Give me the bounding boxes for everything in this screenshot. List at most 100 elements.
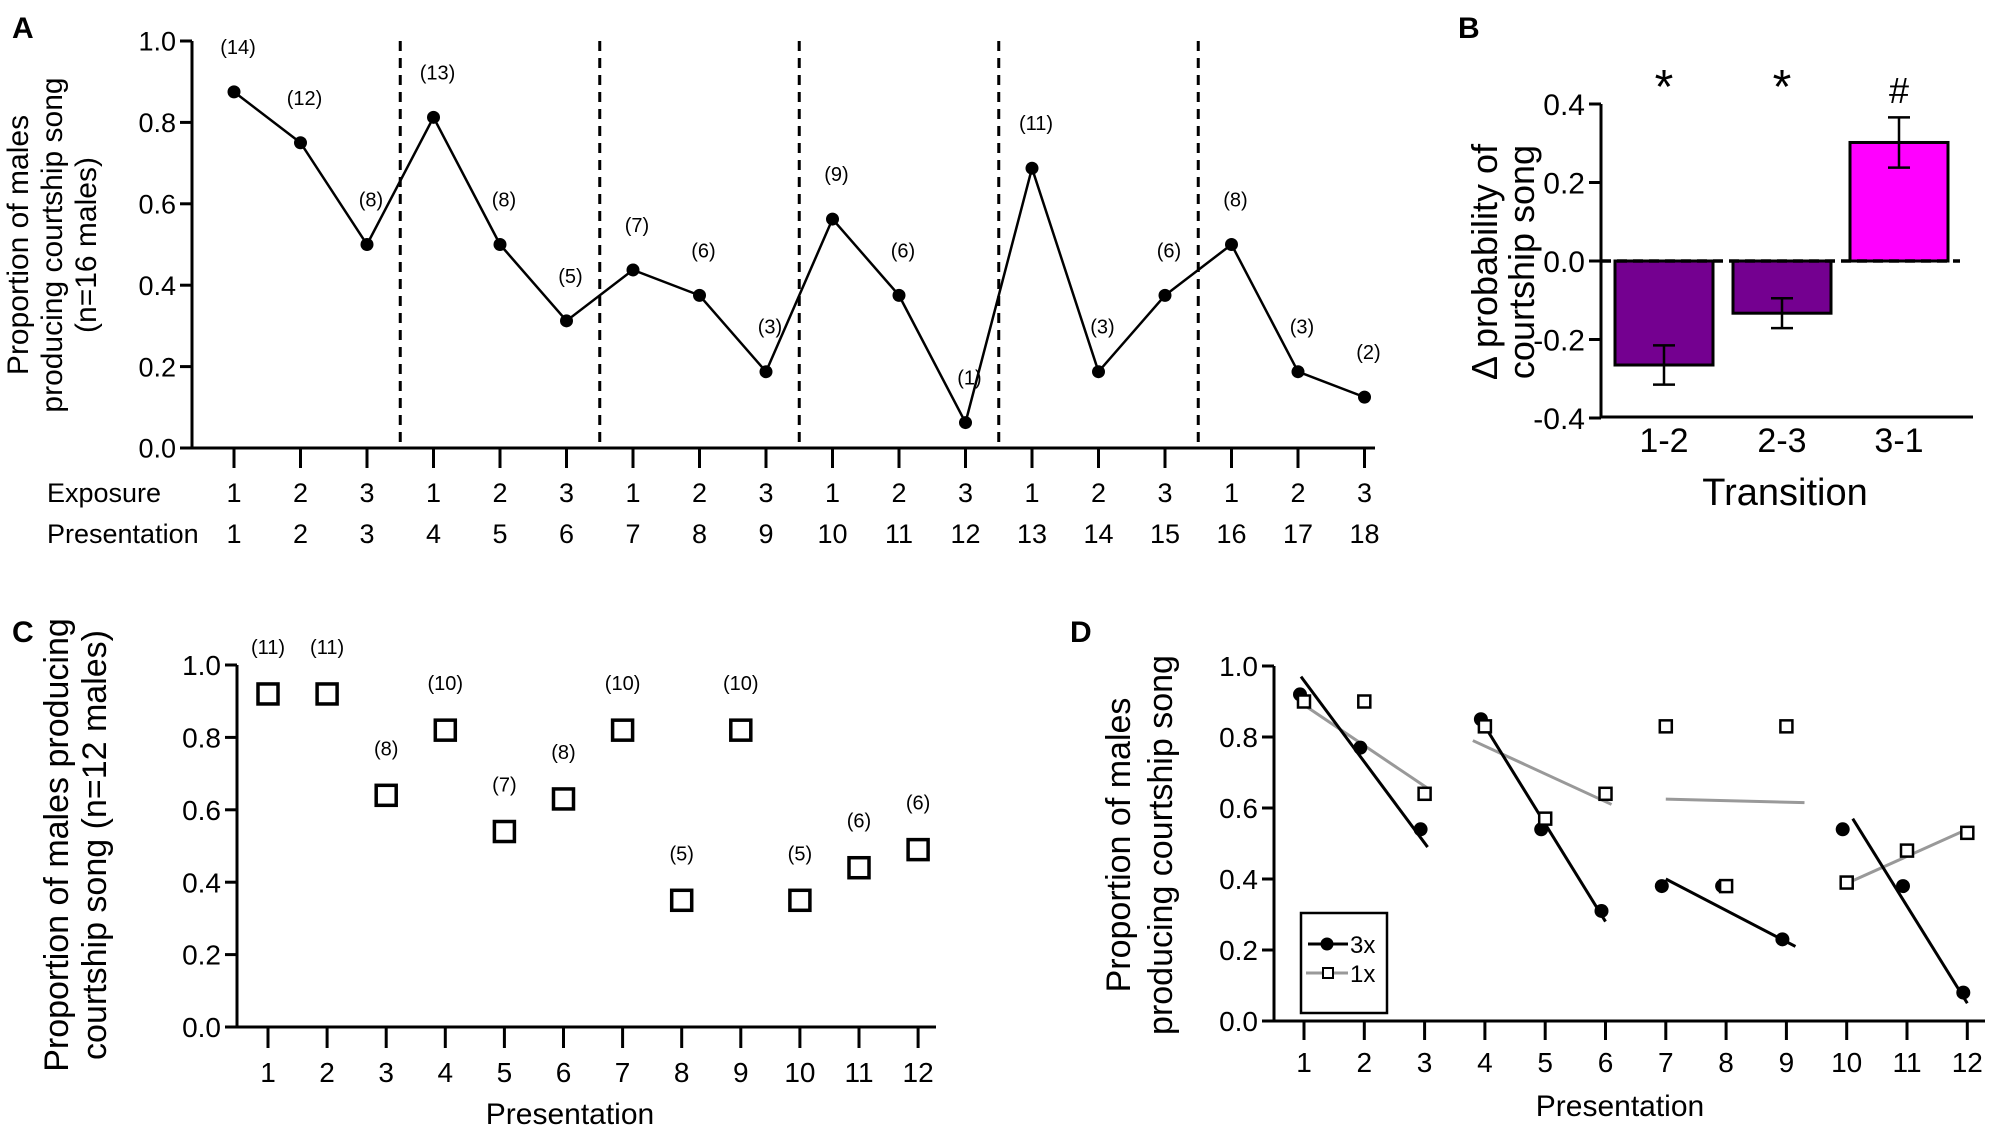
panel-a-count-label: (8) (492, 190, 516, 212)
panel-d-point-1x (1899, 843, 1915, 858)
panel-a-data-point (1225, 238, 1238, 251)
panel-c-x-tick-label: 12 (903, 1057, 934, 1088)
panel-a-data-point (1358, 390, 1371, 404)
panel-a-count-label: (8) (1223, 190, 1247, 212)
panel-a-count-label: (9) (824, 164, 848, 186)
panel-a-presentation-label: 13 (1017, 519, 1047, 549)
panel-a-count-label: (6) (691, 240, 715, 262)
panel-a-count-label: (14) (220, 37, 256, 59)
panel-a-y-tick-label: 0.8 (138, 108, 176, 138)
panel-a-exposure-label: 3 (1157, 478, 1172, 508)
panel-c-data-marker (788, 888, 812, 913)
panel-a-count-label: (8) (359, 190, 383, 212)
panel-a-presentation-label: 4 (426, 519, 441, 549)
panel-a-data-point (892, 288, 906, 302)
panel-d-legend-label-1x: 1x (1350, 961, 1375, 988)
panel-d-point-1x (1718, 878, 1734, 894)
panel-a-presentation-label: 10 (817, 519, 847, 549)
panel-c-count-label: (10) (723, 673, 759, 695)
panel-b-x-axis-label: Transition (1702, 472, 1867, 514)
panel-c-x-tick-label: 2 (319, 1057, 335, 1088)
panel-c-y-tick-label: 0.6 (182, 795, 221, 826)
panel-c-count-label: (10) (428, 673, 464, 695)
panel-d-x-tick-label: 3 (1417, 1047, 1433, 1078)
panel-d-x-tick-label: 4 (1477, 1047, 1493, 1078)
panel-a-data-point (759, 365, 773, 379)
panel-a-series-line (233, 90, 1365, 427)
panel-d-y-tick-label: 0.8 (1219, 722, 1258, 753)
panel-c-data-marker (610, 718, 635, 742)
panel-c-x-tick-label: 11 (844, 1057, 873, 1088)
panel-c-y-tick-label: 0.4 (182, 867, 221, 898)
panel-a-presentation-label: 3 (359, 519, 374, 549)
panel-d-point-1x (1477, 719, 1493, 734)
panel-label-c: C (12, 616, 34, 649)
panel-a-count-label: (6) (891, 240, 915, 262)
panel-a-exposure-label: 1 (226, 478, 241, 508)
panel-a-data-point (227, 85, 241, 99)
panel-a-presentation-label: 17 (1283, 519, 1313, 549)
panel-a-count-label: (11) (1019, 113, 1053, 135)
panel-d-point-1x (1296, 694, 1312, 709)
panel-label-d: D (1070, 616, 1092, 649)
panel-d-fit-line-3x (1851, 817, 1969, 1005)
panel-a-data-point (959, 416, 972, 430)
panel-d-x-tick-label: 12 (1952, 1047, 1983, 1078)
panel-d-fit-line-1x (1472, 739, 1613, 806)
panel-c-y-axis-label: courtship song (n=12 males) (76, 630, 114, 1060)
panel-c-count-label: (7) (492, 775, 516, 797)
panel-a-y-tick-label: 0.2 (138, 352, 176, 382)
panel-a-exposure-label: 3 (359, 478, 374, 508)
panel-a-data-point (493, 238, 507, 251)
panel-a-y-tick-label: 1.0 (138, 27, 176, 57)
panel-d-x-tick-label: 2 (1357, 1047, 1373, 1078)
panel-c-count-label: (8) (374, 738, 398, 760)
panel-d-point-3x (1956, 985, 1971, 1000)
panel-a-exposure-label: 2 (1290, 478, 1305, 508)
panel-c-y-tick-label: 1.0 (182, 650, 221, 681)
panel-b-y-tick-label: 0.4 (1543, 89, 1585, 122)
panel-a-data-point (1025, 161, 1039, 175)
panel-a-presentation-label: 5 (492, 519, 507, 549)
panel-d-point-3x (1896, 879, 1910, 894)
panel-c-data-marker (669, 888, 694, 913)
panel-d-legend-label-3x: 3x (1350, 932, 1375, 959)
panel-a-presentation-row-label: Presentation (47, 519, 199, 549)
panel-b-x-tick-label: 2-3 (1757, 422, 1806, 460)
panel-d-point-3x (1654, 879, 1669, 894)
panel-a-data-point (1291, 365, 1305, 379)
panel-a-y-tick-label: 0.6 (138, 190, 176, 220)
panel-d-legend-box (1299, 911, 1389, 1015)
panel-a-count-label: (5) (558, 266, 582, 288)
panel-c-data-marker (906, 837, 930, 862)
panel-a-presentation-label: 6 (559, 519, 574, 549)
panel-a-data-point (826, 212, 839, 226)
panel-d-x-tick-label: 9 (1779, 1047, 1795, 1078)
panel-d-point-1x (1658, 719, 1674, 734)
panel-c-count-label: (11) (310, 637, 344, 659)
panel-a-exposure-label: 2 (692, 478, 707, 508)
panel-c-count-label: (6) (847, 811, 871, 833)
panel-d-point-3x (1353, 740, 1368, 755)
panel-c-data-marker (551, 787, 576, 811)
panel-a-exposure-row-label: Exposure (47, 478, 161, 508)
panel-d-x-tick-label: 10 (1831, 1047, 1862, 1078)
panel-a-data-point (560, 314, 573, 328)
panel-a-exposure-label: 3 (1357, 478, 1372, 508)
panel-c-x-tick-label: 4 (438, 1057, 454, 1088)
panel-d-x-tick-label: 5 (1537, 1047, 1553, 1078)
panel-c-data-marker (374, 783, 398, 808)
panel-d-point-3x (1835, 822, 1850, 837)
panel-a-exposure-label: 1 (625, 478, 640, 508)
panel-b-x-tick-label: 3-1 (1874, 422, 1923, 460)
panel-c-data-marker (492, 819, 517, 844)
panel-c-x-tick-label: 7 (615, 1057, 631, 1088)
panel-a-exposure-label: 1 (1024, 478, 1039, 508)
panel-a-data-point (693, 288, 706, 302)
panel-a-exposure-label: 1 (825, 478, 840, 508)
panel-c-data-marker (256, 682, 280, 706)
panel-a-count-label: (6) (1157, 240, 1181, 262)
panel-a-count-label: (1) (957, 368, 981, 390)
panel-d-x-axis-label: Presentation (1536, 1090, 1704, 1123)
panel-a-count-label: (3) (1290, 317, 1314, 339)
